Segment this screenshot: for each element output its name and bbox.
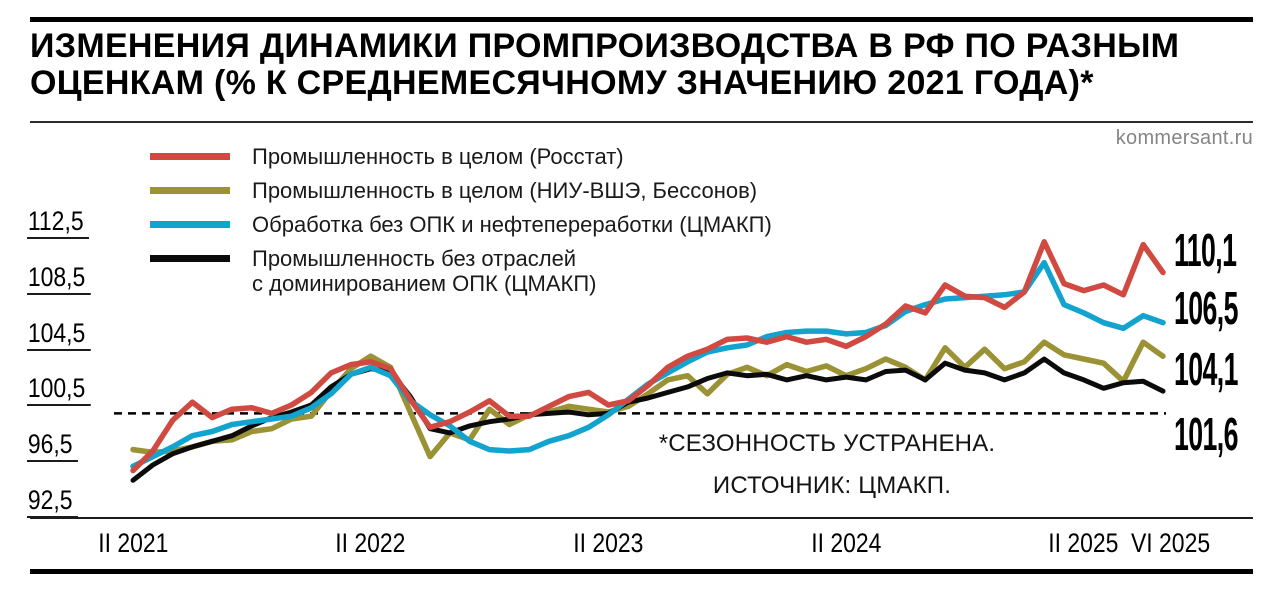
y-tick-label: 92,5 (27, 486, 78, 518)
series-line-hse-bessonov (130, 339, 1166, 460)
watermark: kommersant.ru (1115, 127, 1253, 149)
y-tick-100,5: 100,5 (27, 374, 102, 407)
end-label-hse-bessonov: 104,1 (1174, 343, 1238, 395)
legend-item-cmasf-manufacturing: Обработка без ОПК и нефтепереработки (ЦМ… (150, 212, 772, 237)
x-tick-VI-2025: VI 2025 (1091, 528, 1251, 558)
legend-swatch-cmasf-manufacturing (150, 221, 230, 228)
legend-swatch-cmasf-ex-defense (150, 255, 230, 262)
y-tick-112,5: 112,5 (27, 207, 100, 239)
series-line-cmasf-ex-defense (130, 356, 1166, 483)
y-tick-92,5: 92,5 (27, 486, 87, 518)
x-tick-II-2023: II 2023 (528, 528, 688, 558)
legend-item-hse: Промышленность в целом (НИУ-ВШЭ, Бессоно… (150, 178, 772, 203)
top-rule (30, 17, 1253, 22)
y-tick-96,5: 96,5 (27, 430, 87, 463)
x-tick-II-2024: II 2024 (766, 528, 926, 558)
legend-item-cmasf-ex-defense: Промышленность без отраслей с доминирован… (150, 246, 772, 296)
legend: Промышленность в целом (Росстат) Промышл… (150, 144, 772, 305)
x-tick-II-2025: II 2025 (1004, 528, 1164, 558)
y-tick-104,5: 104,5 (27, 318, 102, 351)
x-tick-II-2021: II 2021 (53, 528, 213, 558)
page-title-line1: ИЗМЕНЕНИЯ ДИНАМИКИ ПРОМПРОИЗВОДСТВА В РФ… (30, 27, 1180, 65)
x-tick-label: II 2023 (573, 528, 644, 558)
y-tick-label: 96,5 (27, 430, 78, 463)
legend-swatch-rosstat (150, 153, 230, 160)
end-label-cmasf-ex-defense: 101,6 (1174, 408, 1238, 460)
legend-item-rosstat: Промышленность в целом (Росстат) (150, 144, 772, 169)
y-tick-label: 104,5 (27, 318, 91, 351)
seasonality-note: *СЕЗОННОСТЬ УСТРАНЕНА. (658, 430, 996, 457)
x-tick-label: II 2022 (335, 528, 406, 558)
page-title-line2: ОЦЕНКАМ (% К СРЕДНЕМЕСЯЧНОМУ ЗНАЧЕНИЮ 20… (30, 64, 1094, 102)
x-tick-label: II 2025 (1048, 528, 1119, 558)
bottom-rule (30, 569, 1253, 574)
legend-label: Обработка без ОПК и нефтепереработки (ЦМ… (252, 212, 772, 237)
legend-label: Промышленность в целом (Росстат) (252, 144, 624, 169)
legend-label: Промышленность без отраслей с доминирован… (252, 246, 597, 296)
x-tick-II-2022: II 2022 (291, 528, 451, 558)
x-tick-label: VI 2025 (1131, 528, 1211, 558)
legend-swatch-hse (150, 187, 230, 194)
y-tick-label: 108,5 (27, 262, 91, 295)
y-tick-label: 100,5 (27, 374, 91, 407)
x-tick-label: II 2021 (97, 528, 169, 558)
header-divider (30, 121, 1253, 123)
page-title: ИЗМЕНЕНИЯ ДИНАМИКИ ПРОМПРОИЗВОДСТВА В РФ… (30, 28, 1179, 102)
legend-label: Промышленность в целом (НИУ-ВШЭ, Бессоно… (252, 178, 758, 203)
end-label-rosstat: 110,1 (1174, 224, 1237, 276)
x-tick-label: II 2024 (810, 528, 882, 558)
y-tick-108,5: 108,5 (27, 262, 102, 295)
y-tick-label: 112,5 (27, 207, 89, 239)
source-note: ИСТОЧНИК: ЦМАКП. (712, 472, 952, 499)
x-axis-line (30, 517, 1253, 519)
series-line-rosstat (130, 239, 1166, 474)
end-label-cmasf-manufacturing: 106,5 (1174, 282, 1238, 334)
